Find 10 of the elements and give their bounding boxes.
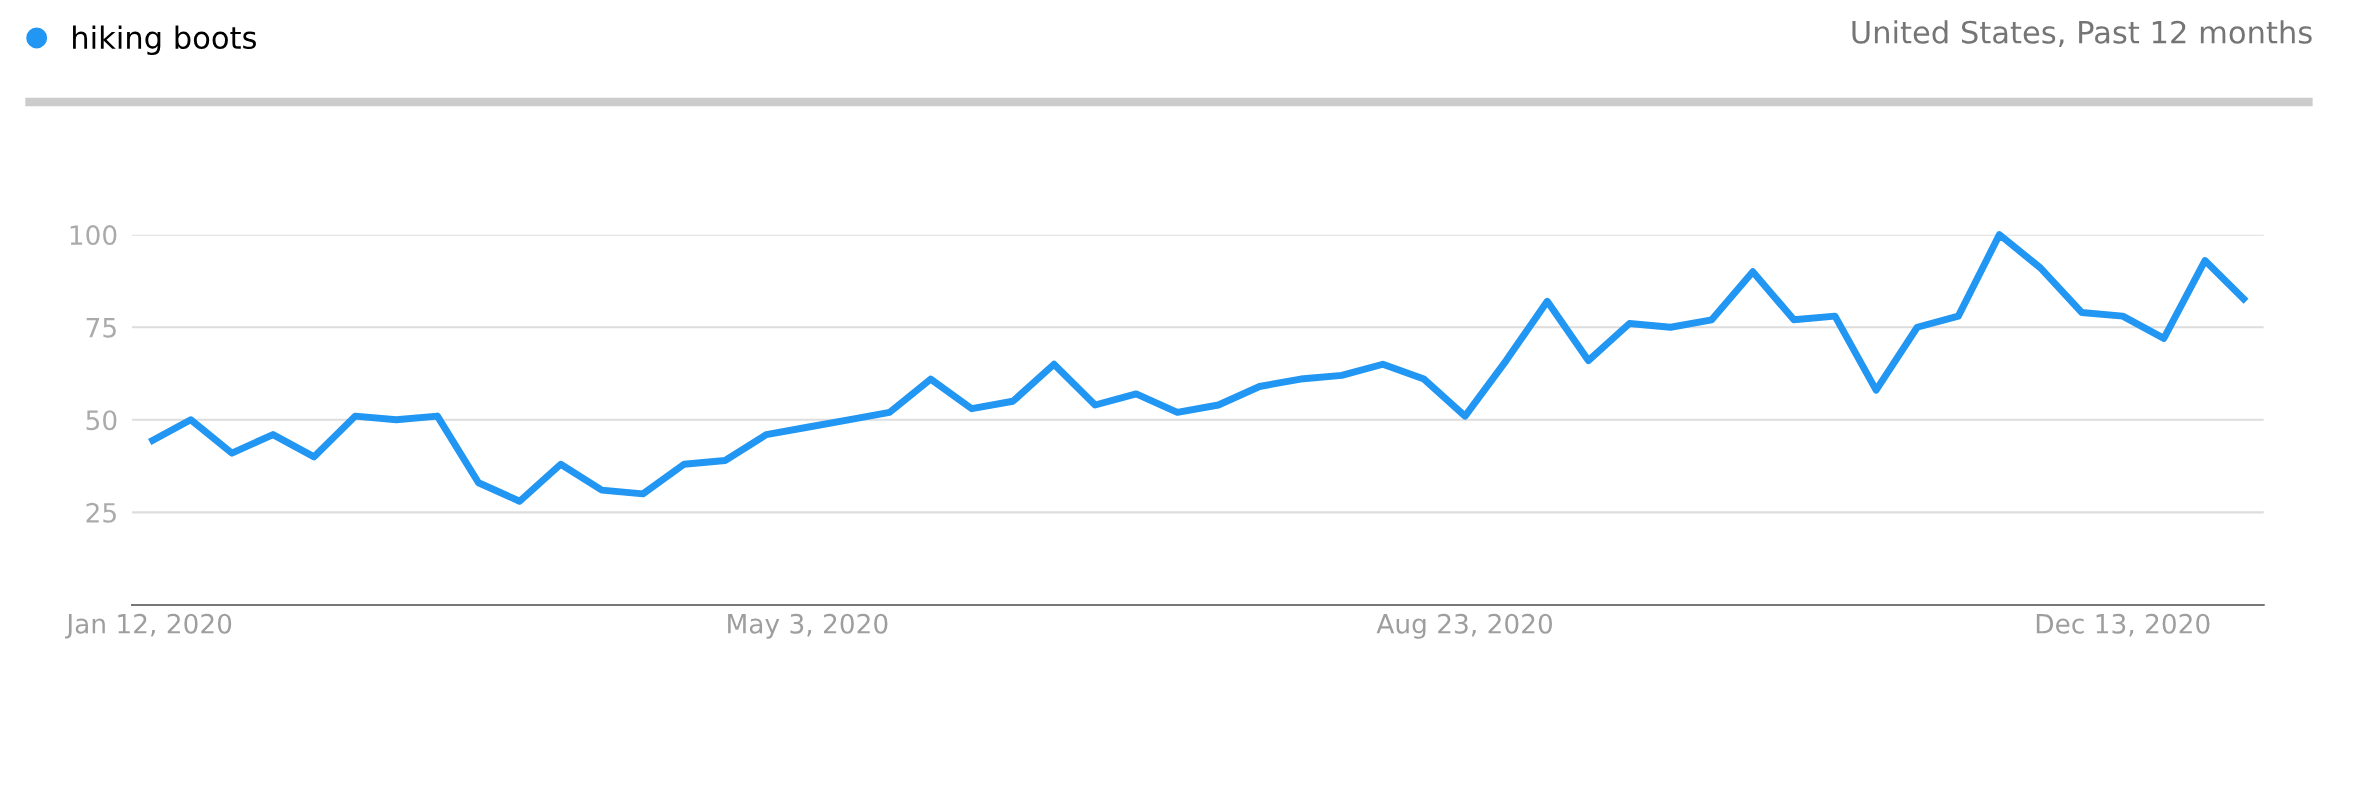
x-tick-label: Jan 12, 2020 [65,613,232,639]
y-tick-label: 25 [86,502,116,523]
legend-label: hiking boots [73,25,256,56]
x-tick-label: Aug 23, 2020 [1376,613,1553,639]
x-tick-label: May 3, 2020 [728,613,888,639]
y-tick-label: 50 [86,410,117,431]
chart-subtitle: United States, Past 12 months [1852,20,2312,47]
y-tick-label: 100 [70,225,117,246]
x-tick-label: Dec 13, 2020 [2036,613,2210,637]
y-tick-label: 75 [86,318,116,338]
